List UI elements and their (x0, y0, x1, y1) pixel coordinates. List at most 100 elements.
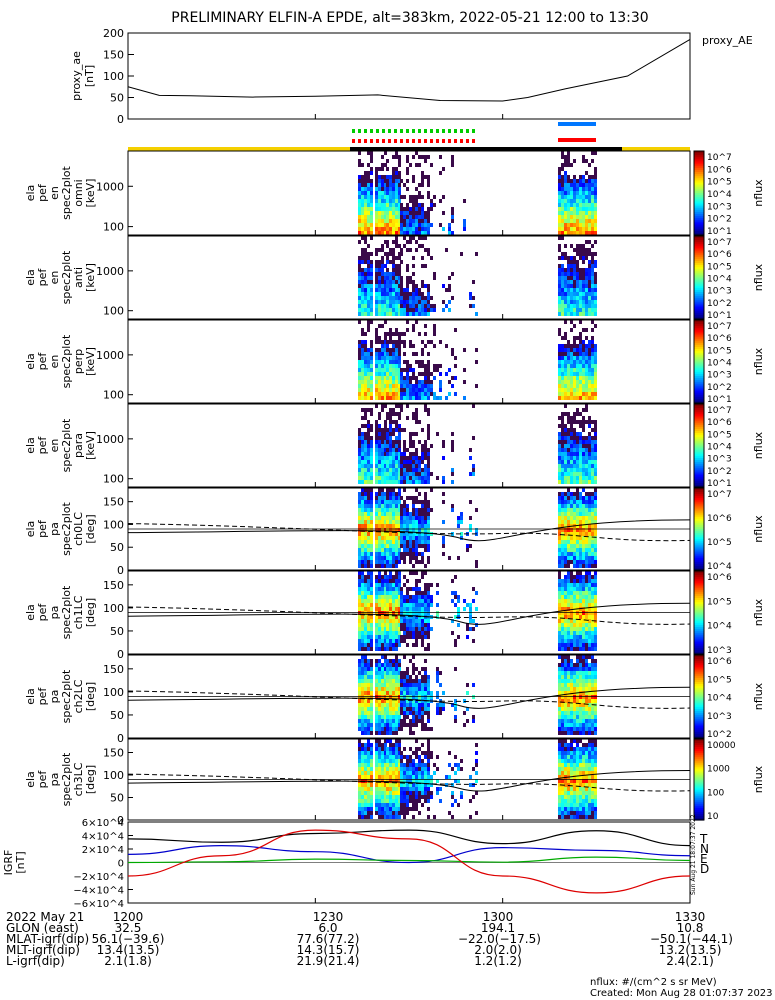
spec-cell (564, 639, 567, 643)
spec-cell (367, 691, 370, 695)
spec-cell (564, 368, 567, 372)
spec-cell (370, 236, 373, 240)
spec-cell (412, 687, 415, 691)
spec-cell (570, 308, 573, 312)
spec-cell (395, 272, 398, 276)
spec-cell (472, 719, 475, 723)
spec-cell (466, 603, 469, 607)
spec-cell (582, 679, 585, 683)
spec-cell (403, 368, 406, 372)
spec-cell (573, 544, 576, 548)
spec-cell (409, 215, 412, 219)
spec-cell (364, 340, 367, 344)
spec-cell (412, 663, 415, 667)
spec-cell (361, 627, 364, 631)
spec-cell (409, 480, 412, 484)
spec-cell (406, 211, 409, 215)
spec-cell (398, 436, 401, 440)
spec-cell (570, 599, 573, 603)
colorbar-cell (694, 371, 704, 375)
spec-cell (395, 579, 398, 583)
ytick-label: 100 (103, 518, 124, 531)
spec-cell (375, 376, 378, 380)
spec-cell (370, 520, 373, 524)
spec-cell (576, 679, 579, 683)
spec-cell (421, 348, 424, 352)
spec-cell (389, 619, 392, 623)
spec-cell (448, 556, 451, 560)
spec-cell (561, 356, 564, 360)
spec-cell (400, 703, 403, 707)
spec-cell (367, 679, 370, 683)
spec-cell (579, 304, 582, 308)
spec-cell (400, 372, 403, 376)
spec-cell (386, 372, 389, 376)
spec-cell (386, 167, 389, 171)
spec-cell (412, 468, 415, 472)
spec-cell (395, 556, 398, 560)
spec-cell (409, 719, 412, 723)
spec-cell (395, 532, 398, 536)
spec-cell (389, 292, 392, 296)
spec-cell (381, 280, 384, 284)
spec-cell (398, 611, 401, 615)
spec-cell (576, 364, 579, 368)
spec-cell (573, 528, 576, 532)
spec-cell (576, 380, 579, 384)
spec-cell (386, 707, 389, 711)
spec-cell (395, 215, 398, 219)
spec-cell (585, 711, 588, 715)
spec-cell (427, 284, 430, 288)
spec-cell (564, 500, 567, 504)
spec-cell (564, 703, 567, 707)
spec-cell (403, 444, 406, 448)
colorbar-cell (694, 439, 704, 442)
spec-cell (400, 227, 403, 231)
spec-cell (381, 219, 384, 223)
spec-cell (384, 556, 387, 560)
spec-cell (567, 607, 570, 611)
colorbar-cell (694, 533, 704, 536)
spec-cell (570, 504, 573, 508)
spec-cell (378, 248, 381, 252)
spec-cell (378, 524, 381, 528)
spec-cell (576, 219, 579, 223)
spec-cell (400, 368, 403, 372)
spec-cell (395, 376, 398, 380)
spec-cell (594, 376, 597, 380)
spec-cell (591, 356, 594, 360)
spec-cell (570, 244, 573, 248)
spec-cell (582, 655, 585, 659)
spec-cell (406, 691, 409, 695)
spec-cell (381, 679, 384, 683)
spec-cell (472, 304, 475, 308)
spec-cell (558, 352, 561, 356)
spec-cell (412, 536, 415, 540)
spec-cell (561, 520, 564, 524)
spec-cell (370, 615, 373, 619)
spec-cell (386, 392, 389, 396)
spec-cell (392, 611, 395, 615)
spec-cell (392, 464, 395, 468)
spec-cell (591, 304, 594, 308)
spec-cell (579, 388, 582, 392)
lc-marker (436, 139, 439, 143)
spec-cell (412, 396, 415, 400)
spec-cell (395, 544, 398, 548)
spec-cell (384, 252, 387, 256)
spec-cell (370, 703, 373, 707)
spec-cell (395, 492, 398, 496)
spec-cell (395, 571, 398, 575)
spec-cell (579, 288, 582, 292)
spec-cell (406, 308, 409, 312)
spec-cell (585, 655, 588, 659)
spec-cell (364, 627, 367, 631)
spec-cell (384, 444, 387, 448)
colorbar-cell (694, 269, 704, 272)
spec-cell (418, 536, 421, 540)
spec-cell (588, 416, 591, 420)
spec-cell (358, 560, 361, 564)
spec-cell (591, 663, 594, 667)
spec-cell (427, 560, 430, 564)
